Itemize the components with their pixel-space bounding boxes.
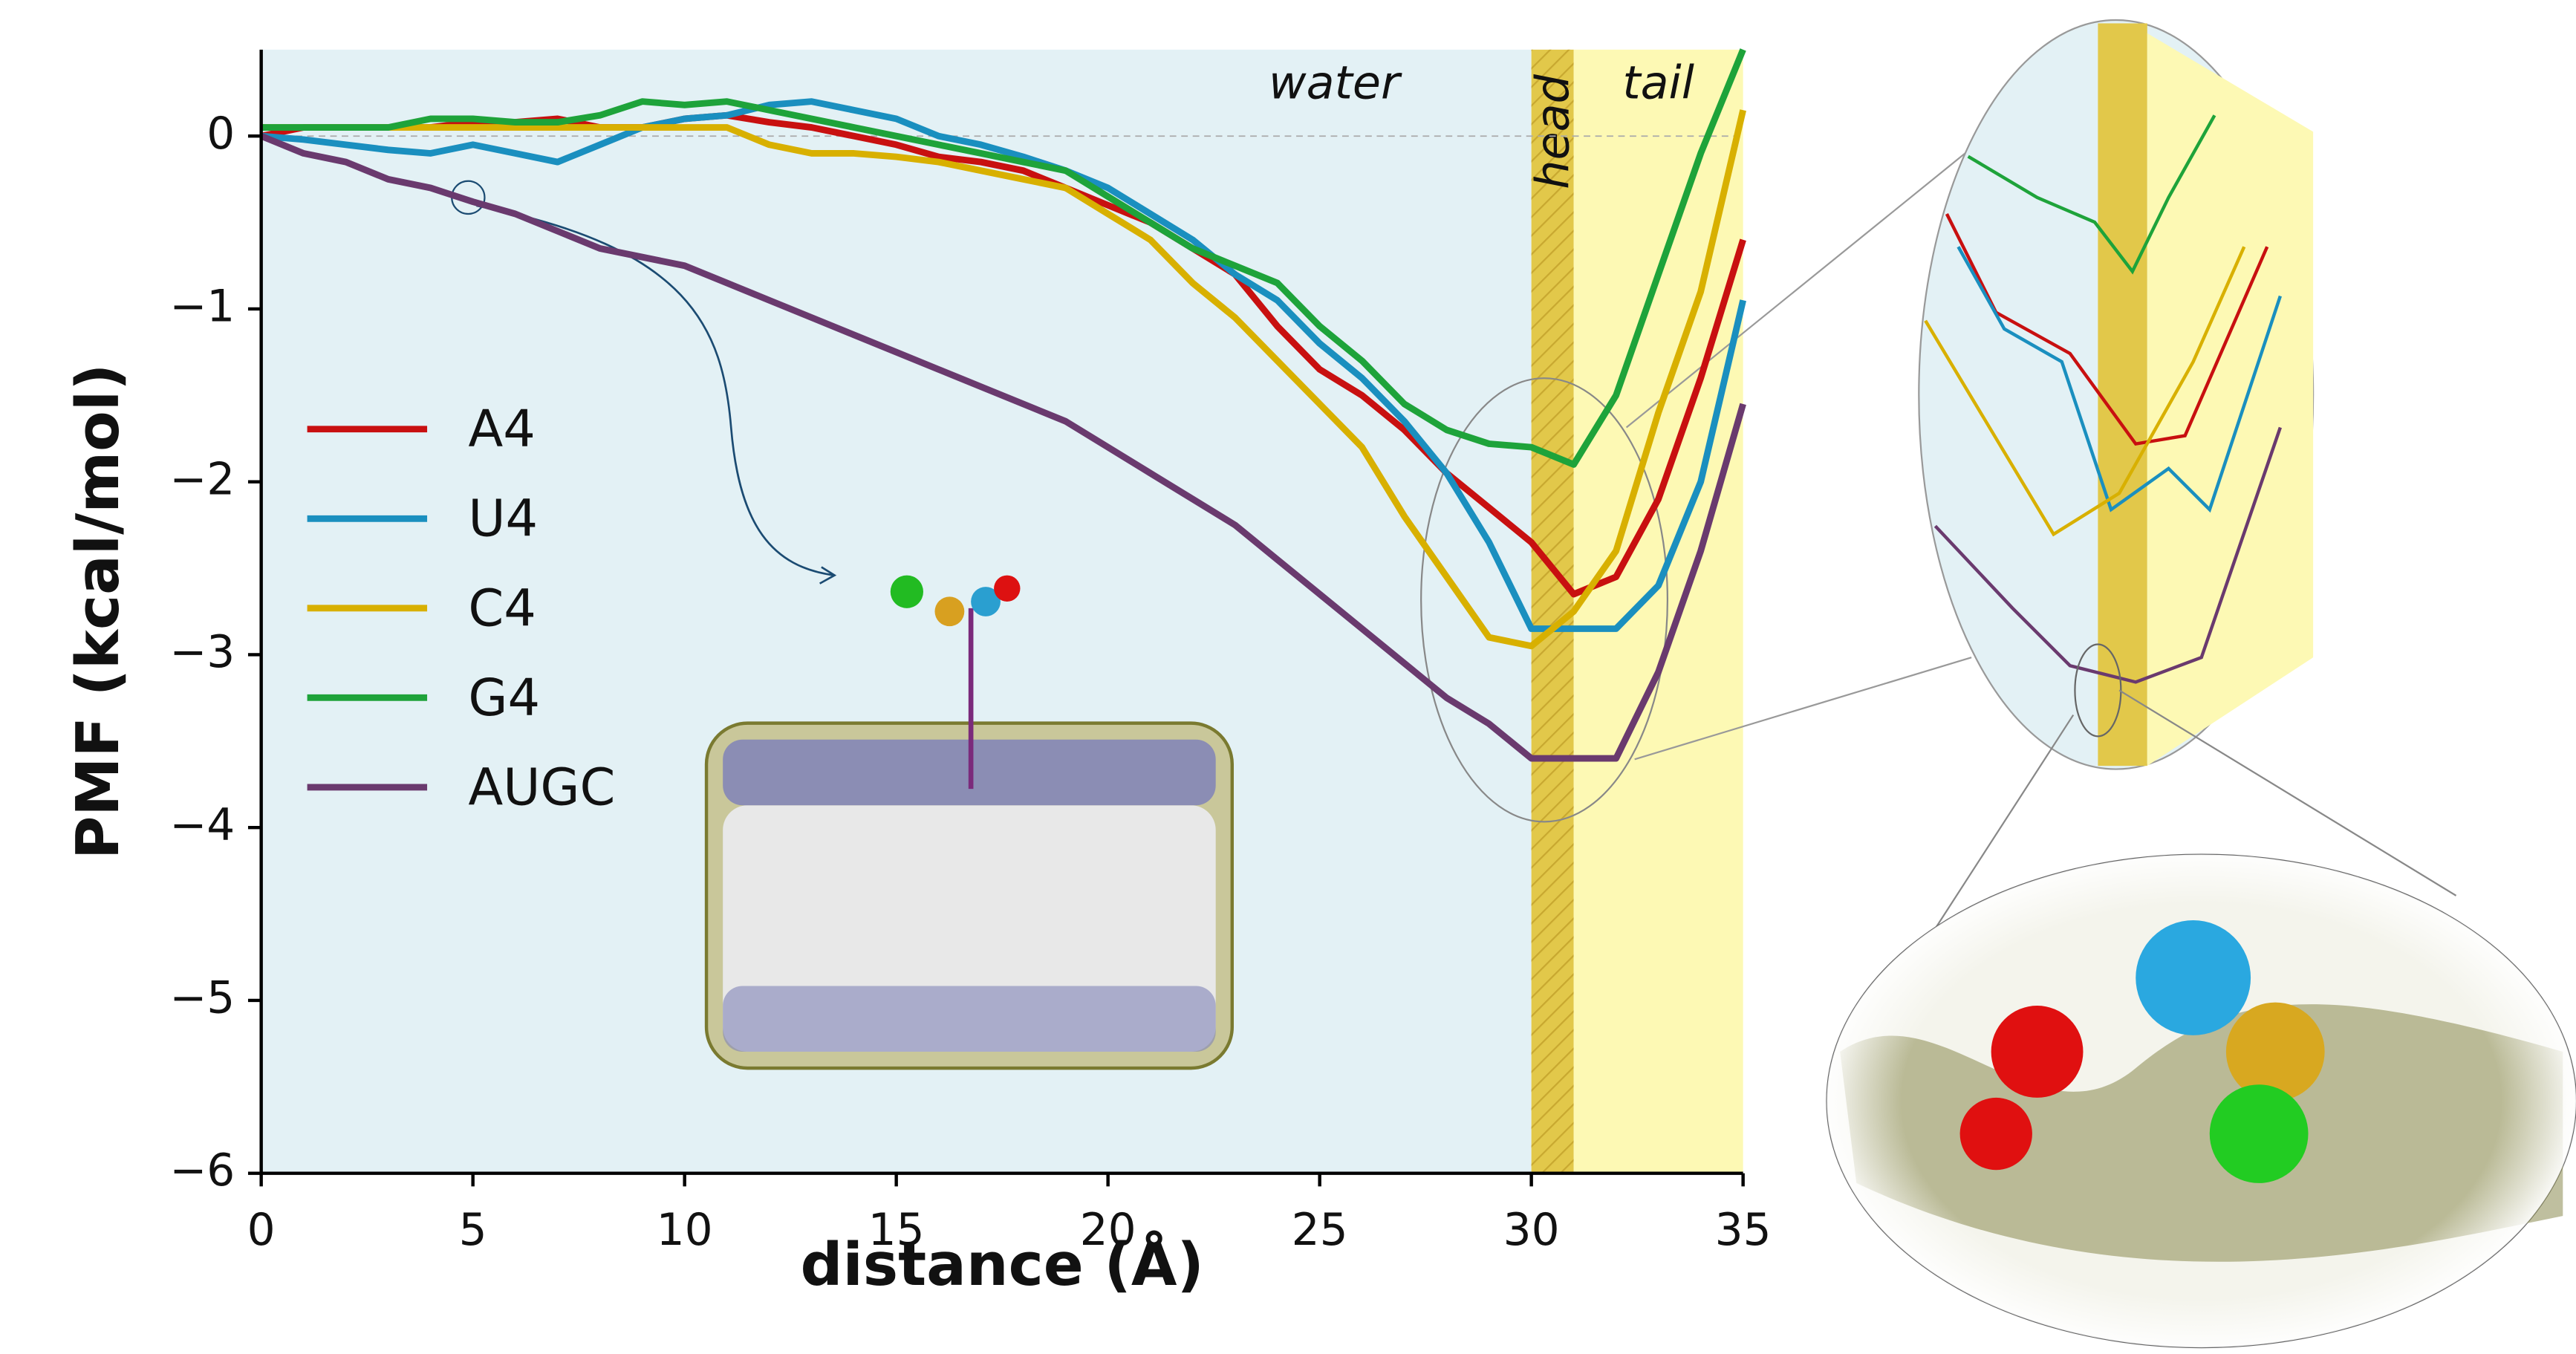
series-line <box>259 133 1746 762</box>
legend-label: AUGC <box>468 758 615 817</box>
zoom-circle <box>2074 643 2122 738</box>
x-tick-label: 35 <box>1715 1205 1772 1256</box>
atom <box>994 575 1021 602</box>
zoom-curve <box>1933 426 2282 684</box>
y-axis-label: PMF (kcal/mol) <box>63 363 132 859</box>
x-tick-label: 20 <box>1080 1205 1136 1256</box>
y-tick-label: −5 <box>169 973 235 1024</box>
y-tick-label: 0 <box>206 108 235 160</box>
membrane-illustration <box>451 180 1235 1070</box>
y-tick-label: −6 <box>169 1145 235 1197</box>
atom <box>971 587 1001 616</box>
zoom-connector <box>1625 147 1972 429</box>
legend: A4 U4 C4 G4 AUGC <box>307 400 615 817</box>
zoom-curve <box>1967 114 2216 275</box>
inset-vignette <box>1827 854 2576 1348</box>
zoom-curve <box>1957 246 2282 513</box>
legend-label: C4 <box>468 579 536 638</box>
zoom-curve <box>1924 246 2246 537</box>
series-line <box>261 98 1746 632</box>
zoom-connector <box>2118 689 2457 896</box>
region-label: head <box>1526 74 1580 189</box>
y-tick-label: −2 <box>169 454 235 505</box>
zoom-connector <box>1934 714 2075 929</box>
series-line <box>261 109 1746 650</box>
lines <box>259 48 1746 762</box>
y-tick-label: −3 <box>169 627 235 678</box>
x-tick-label: 15 <box>868 1205 925 1256</box>
region-label: tail <box>1622 56 1694 110</box>
x-tick-label: 5 <box>459 1205 487 1256</box>
arrow-head <box>819 566 837 585</box>
zoom-region <box>1420 377 1669 823</box>
zoom-head <box>2098 23 2147 766</box>
zoom-curve <box>1945 213 2269 446</box>
x-tick-label: 30 <box>1503 1205 1560 1256</box>
region-label: water <box>1269 56 1402 110</box>
membrane-heads-bottom <box>723 986 1216 1052</box>
x-axis-label: distance (Å) <box>800 1229 1203 1299</box>
y-tick-label: −1 <box>169 281 235 333</box>
axes: 0 5 10 15 20 25 30 35 −6 −5 −4 −3 −2 −1 0 <box>169 49 1772 1256</box>
pointer-arrow <box>476 204 835 576</box>
x-tick-label: 25 <box>1292 1205 1348 1256</box>
region-hatch <box>1531 49 1574 1174</box>
atom <box>934 596 965 627</box>
series-line <box>261 48 1746 468</box>
legend-label: G4 <box>468 668 540 728</box>
atom <box>890 575 923 608</box>
zoom-tail <box>2147 33 2314 766</box>
x-tick-label: 0 <box>247 1205 276 1256</box>
legend-label: A4 <box>468 400 536 459</box>
legend-label: U4 <box>468 489 538 549</box>
x-tick-label: 10 <box>657 1205 713 1256</box>
zoom-inset <box>1420 19 2576 1349</box>
zoom-connector <box>1634 657 1972 761</box>
y-tick-label: −4 <box>169 800 235 851</box>
